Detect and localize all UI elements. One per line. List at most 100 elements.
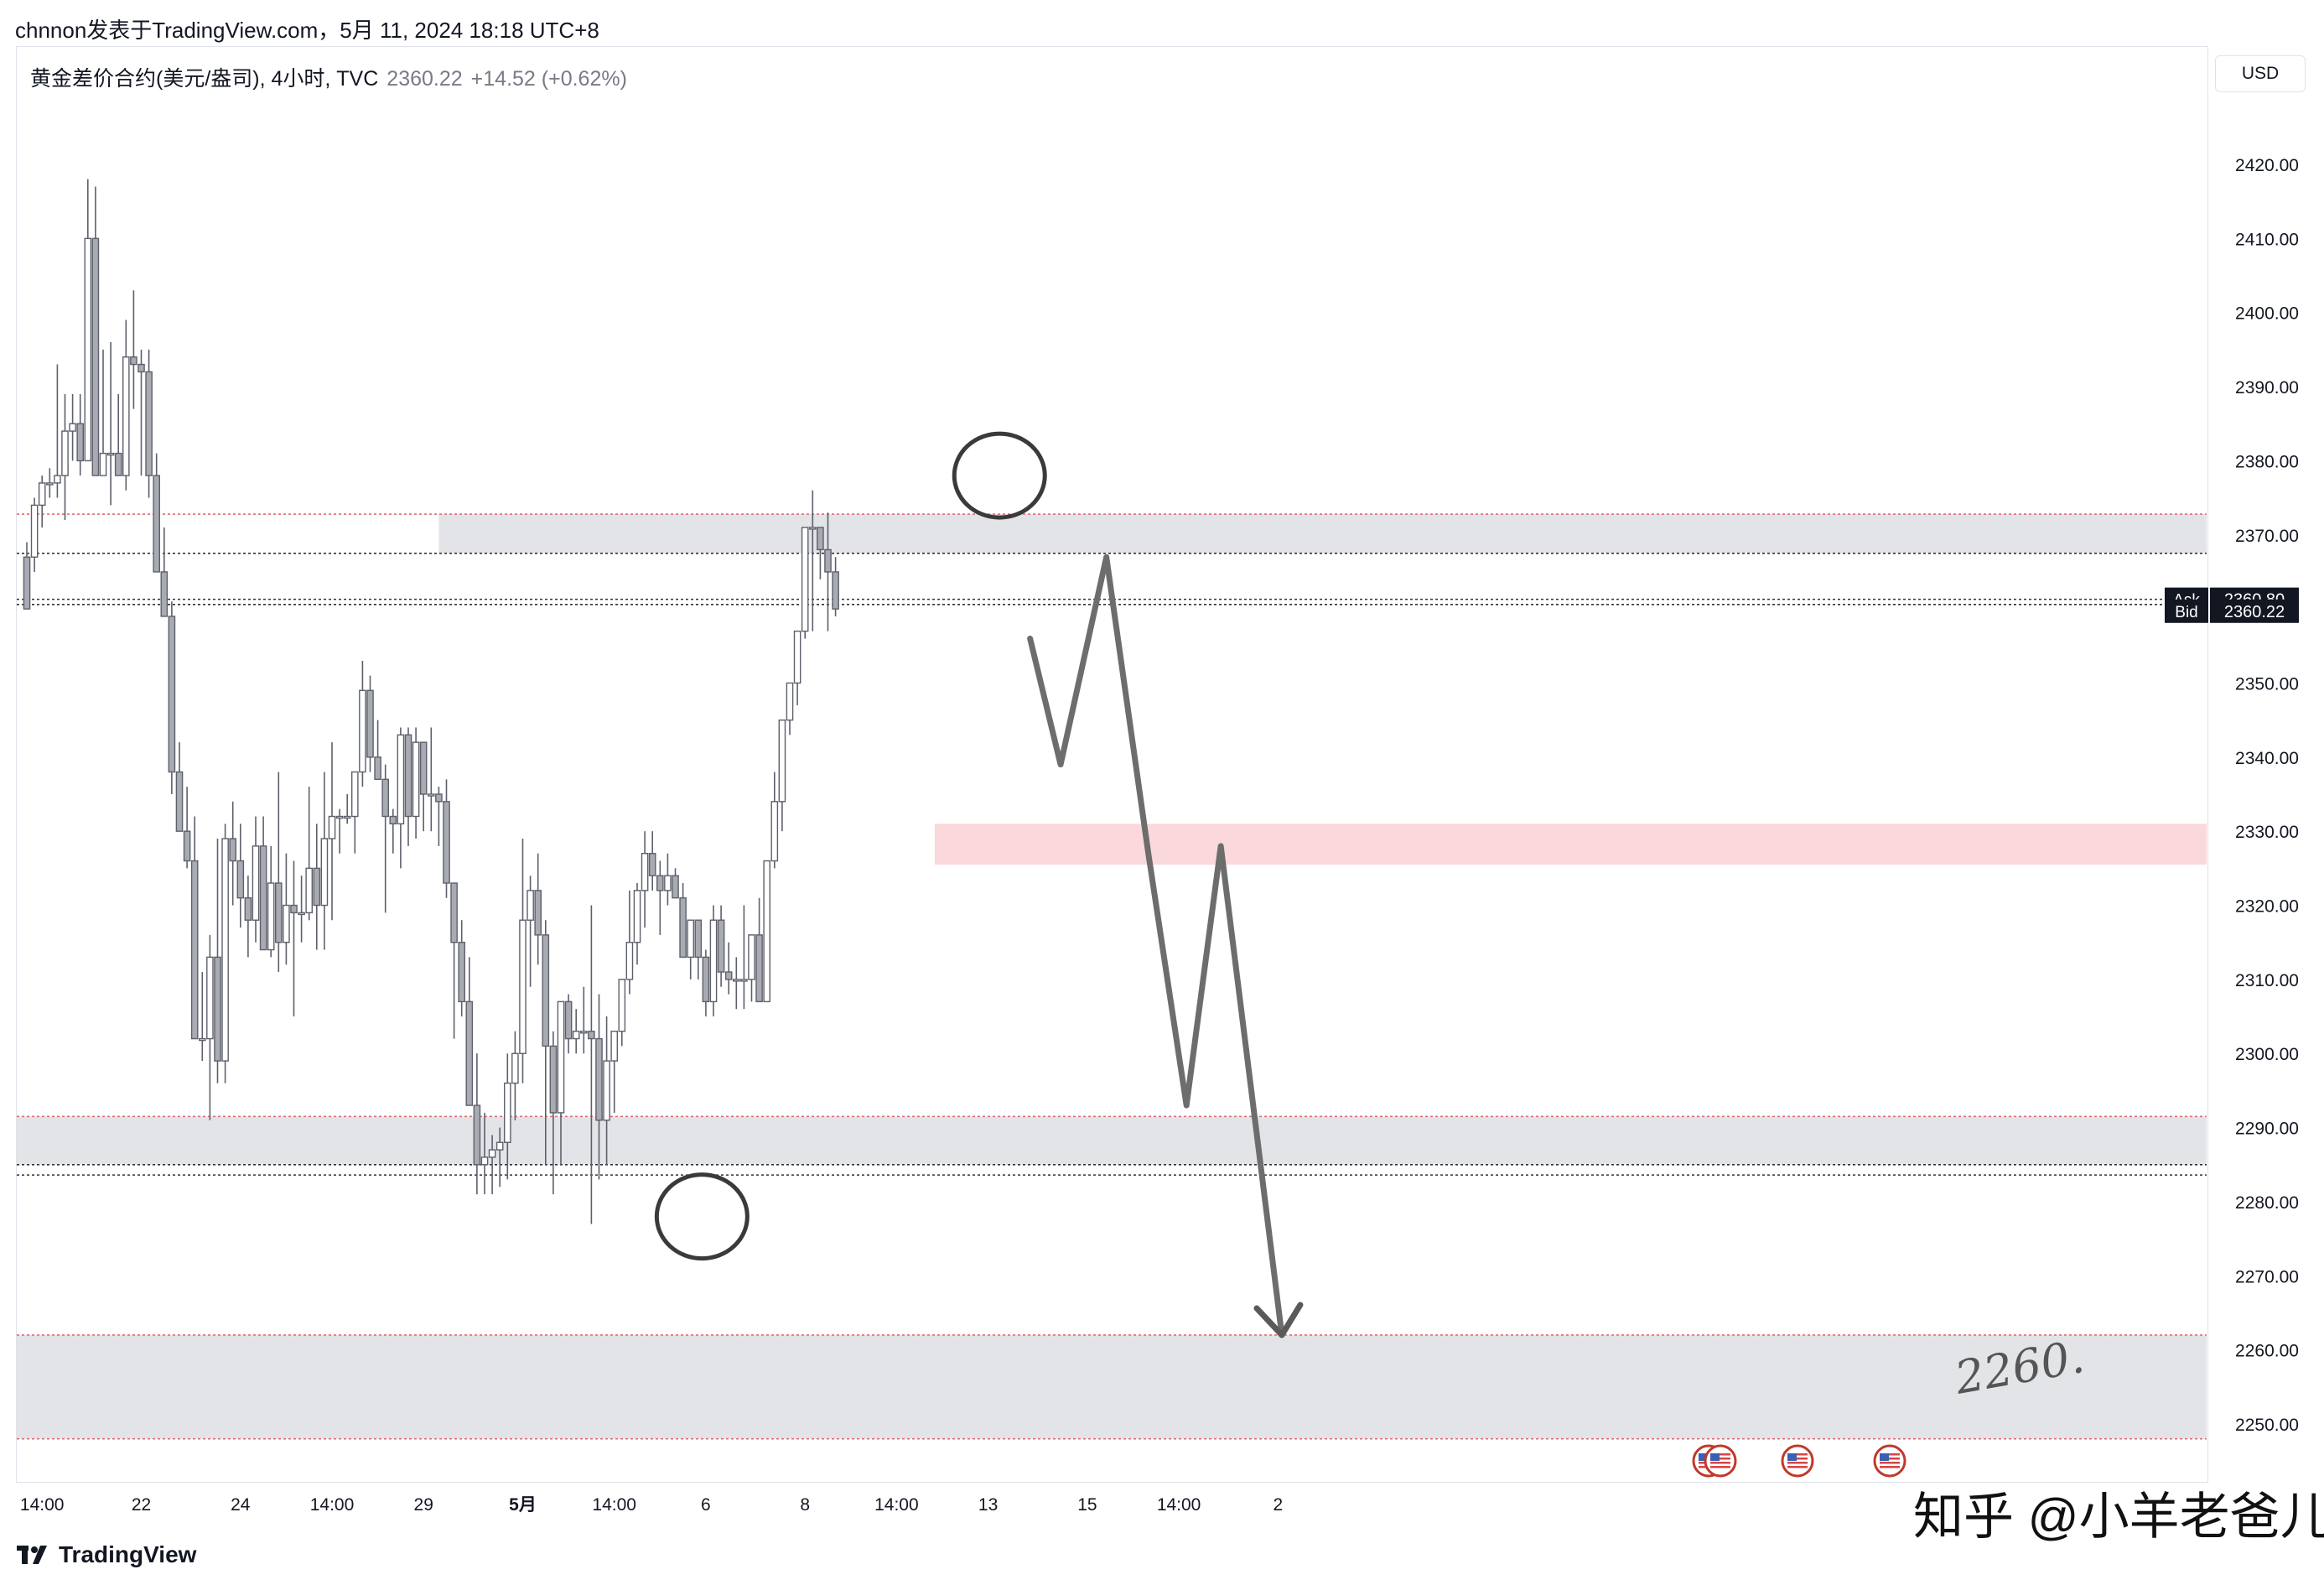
flag-stripe [1710, 1462, 1730, 1464]
y-tick-label: 2330.00 [2235, 823, 2299, 842]
x-tick-label: 14:00 [592, 1495, 636, 1515]
candle-body [283, 904, 290, 943]
candle-body [206, 956, 214, 1040]
flag-stripe [1880, 1466, 1900, 1468]
candle-body [527, 890, 534, 921]
y-tick-label: 2290.00 [2235, 1120, 2299, 1139]
y-tick-label: 2390.00 [2235, 378, 2299, 398]
y-tick-label: 2270.00 [2235, 1267, 2299, 1286]
candle-body [770, 801, 779, 862]
candle-body [603, 1060, 610, 1121]
flag-stripe [1710, 1458, 1730, 1460]
chart-pane[interactable] [16, 46, 2208, 1483]
x-tick-label: 24 [231, 1495, 251, 1515]
candle-body [298, 912, 305, 916]
candle-body [99, 452, 107, 476]
y-tick-label: 2320.00 [2235, 897, 2299, 917]
candle-body [641, 852, 649, 891]
currency-button[interactable]: USD [2215, 55, 2306, 92]
brand-name: TradingView [59, 1541, 197, 1567]
candle-body [175, 771, 184, 832]
flag-stripe [1880, 1453, 1900, 1456]
projection-path [1027, 553, 1285, 1338]
zone-target [17, 1334, 2207, 1439]
x-tick-label: 8 [800, 1495, 810, 1515]
candle-body [778, 719, 786, 803]
flag-stripe [1787, 1462, 1808, 1464]
candle-body [717, 919, 725, 973]
candle-body [335, 815, 344, 819]
candle-body [190, 860, 199, 1040]
us-flag-event-icon[interactable] [1781, 1444, 1814, 1478]
candle-body [275, 882, 283, 943]
candle-body [495, 1141, 504, 1151]
candle-body [793, 630, 801, 684]
y-tick-label: 2260.00 [2235, 1342, 2299, 1361]
candle-body [824, 548, 832, 573]
candle-body [61, 430, 69, 476]
x-tick-label: 13 [978, 1495, 998, 1515]
flag-stripe [1880, 1458, 1900, 1460]
candle-body [557, 1000, 565, 1114]
candle-body [679, 896, 687, 959]
candle-body [443, 801, 450, 884]
price-tag-value-box [2210, 599, 2299, 623]
candle-body [328, 815, 336, 839]
flag-canton [1787, 1453, 1797, 1461]
hand-drawing-layer: 2260. [654, 431, 2088, 1405]
y-tick-label: 2350.00 [2235, 674, 2299, 694]
candle-body [625, 942, 634, 980]
economic-events [1692, 1444, 1906, 1478]
candle-body [595, 1037, 603, 1121]
price-tag-layer: Ask2360.80Bid2360.22 [2165, 587, 2299, 623]
candle-body [54, 475, 61, 484]
candle-body [748, 934, 755, 980]
candle-body [221, 838, 229, 1062]
flag-stripe [1787, 1458, 1808, 1460]
candle-body [381, 778, 390, 818]
candle-body [374, 756, 381, 781]
flag-stripe [1787, 1466, 1808, 1468]
symbol-name: 黄金差价合约(美元/盎司), 4小时, TVC [30, 67, 379, 91]
candle-body [30, 504, 39, 558]
candle-body [145, 371, 153, 476]
x-tick-label: 15 [1077, 1495, 1097, 1515]
candle-body [709, 919, 718, 1003]
candle-body [397, 734, 405, 825]
us-flag-event-icon[interactable] [1873, 1444, 1906, 1478]
candle-body [786, 682, 794, 721]
candle-body [320, 838, 329, 907]
x-tick-label: 22 [132, 1495, 151, 1515]
candle-body [549, 1045, 558, 1114]
candle-body [465, 1000, 474, 1106]
zone-resistance [438, 514, 2207, 553]
candle-body [343, 815, 351, 819]
x-tick-label: 2 [1274, 1495, 1284, 1515]
x-tick-label: 6 [701, 1495, 711, 1515]
candle-body [389, 815, 397, 825]
x-tick-label: 14:00 [310, 1495, 355, 1515]
candle-body [130, 356, 137, 366]
candle-body [832, 571, 839, 610]
candle-body [122, 356, 130, 476]
y-tick-label: 2410.00 [2235, 230, 2299, 249]
price-tag-label: Bid [2175, 604, 2197, 621]
candle-body [419, 741, 428, 795]
candle-body [404, 734, 412, 818]
candle-body [733, 979, 740, 982]
y-tick-label: 2340.00 [2235, 749, 2299, 768]
y-tick-label: 2310.00 [2235, 971, 2299, 990]
us-flag-event-icon[interactable] [1704, 1444, 1737, 1478]
time-axis: 14:00 22 24 14:00 29 5月 14:00 6 8 14:00 13 15 14:00 2 [20, 1495, 1283, 1515]
candle-body [473, 1104, 481, 1166]
candle-body [610, 1031, 618, 1062]
y-tick-label: 2280.00 [2235, 1193, 2299, 1213]
candle-body [252, 845, 260, 921]
candle-body [801, 527, 809, 632]
candle-body [305, 867, 314, 914]
candle-body [351, 771, 359, 818]
candle-body [38, 482, 46, 507]
hand-circle [952, 431, 1047, 520]
candle-body [633, 890, 641, 943]
